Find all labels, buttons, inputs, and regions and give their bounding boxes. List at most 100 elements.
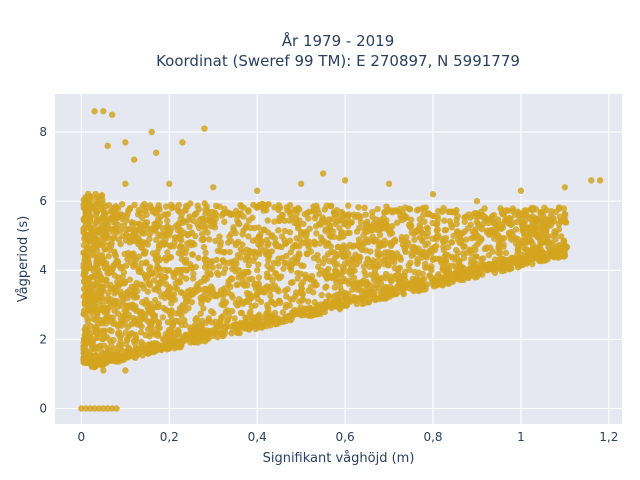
data-point [364,291,371,298]
data-point [381,225,388,232]
data-point [144,241,152,248]
data-point [297,270,304,277]
data-point [540,220,548,228]
data-point [124,354,132,361]
x-tick-label: 0,6 [336,430,355,444]
data-point [275,297,283,304]
data-point [264,251,271,259]
y-axis-title: Vågperiod (s) [16,216,31,303]
data-point [374,205,381,213]
data-point [240,204,248,211]
data-point [169,322,176,329]
data-point [94,259,101,267]
data-point [159,225,166,232]
data-point [215,263,223,270]
data-point [260,247,268,254]
data-point [293,242,300,250]
data-point [212,318,219,325]
data-point [429,256,437,264]
data-point [152,252,159,259]
data-point [153,224,160,231]
data-point [211,224,219,231]
data-point [330,259,337,266]
data-point [192,232,199,240]
data-point [100,213,107,220]
data-point [294,275,301,282]
data-point [509,205,517,212]
data-point [115,358,123,365]
data-point [164,319,171,326]
data-point [462,271,470,279]
data-point [480,220,487,228]
data-point [329,273,337,280]
data-point [340,242,347,249]
data-point [256,311,263,318]
data-point [522,228,530,236]
data-point [385,180,393,188]
data-point [349,268,356,275]
data-point [552,229,559,236]
data-point [164,289,171,296]
data-point [135,266,142,274]
data-point [257,285,264,292]
data-point [114,205,122,212]
data-point [280,265,287,272]
data-point [539,256,546,263]
data-point [165,328,172,336]
data-point [205,209,213,216]
data-point [91,405,98,412]
data-point [167,312,175,319]
data-point [311,278,318,285]
data-points [78,108,604,412]
data-point [123,212,131,220]
data-point [179,139,186,146]
data-point [487,216,494,223]
data-point [411,282,418,289]
data-point [326,216,333,223]
data-point [429,212,436,220]
data-point [421,282,429,289]
x-tick-label: 0 [78,430,86,444]
data-point [537,209,544,216]
data-point [519,223,527,231]
data-point [388,277,395,285]
data-point [90,315,97,323]
data-point [227,237,235,245]
data-point [296,298,303,305]
data-point [341,301,349,308]
data-point [371,289,378,296]
y-tick-label: 0 [39,401,47,415]
data-point [330,249,337,256]
data-point [555,204,563,211]
data-point [471,210,478,217]
data-point [493,232,501,239]
data-point [436,273,444,280]
x-tick-label: 0,4 [248,430,267,444]
data-point [133,336,140,343]
data-point [146,281,154,289]
data-point [319,237,326,244]
data-point [362,272,370,279]
data-point [414,258,421,266]
data-point [270,318,277,325]
data-point [479,264,486,271]
data-point [312,212,320,219]
data-point [375,257,382,264]
data-point [268,248,276,255]
data-point [98,283,106,290]
data-point [99,196,106,204]
data-point [142,273,150,281]
data-point [217,239,225,246]
data-point [385,252,393,259]
data-point [164,222,171,230]
data-point [142,296,150,304]
data-point [220,269,227,277]
data-point [317,221,324,228]
data-point [92,211,99,219]
data-point [557,253,564,260]
data-point [345,250,352,257]
data-point [264,217,271,224]
data-point [355,236,363,243]
data-point [198,230,206,238]
data-point [243,252,251,260]
